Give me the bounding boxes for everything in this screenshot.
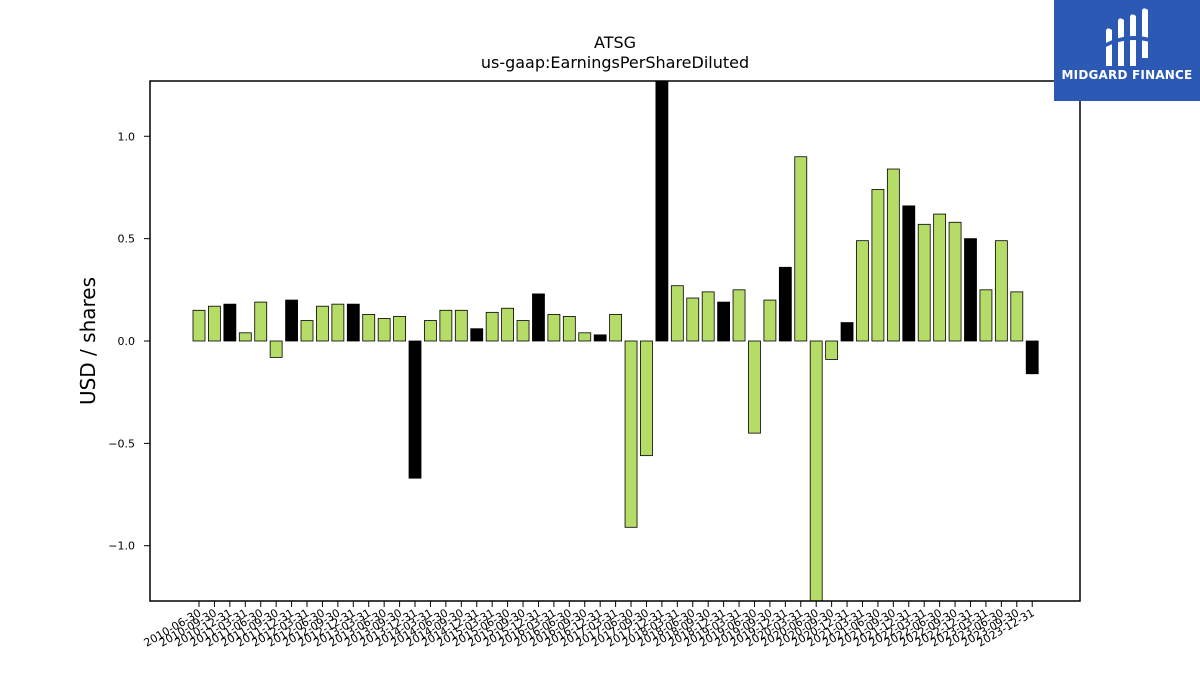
bar-2011-03-31 bbox=[238, 332, 252, 342]
bar-2020-12-31 bbox=[840, 322, 854, 342]
y-tick-label: −0.5 bbox=[108, 437, 135, 450]
bar-2011-06-30 bbox=[254, 301, 268, 342]
logo-text: MIDGARD FINANCE bbox=[1061, 68, 1193, 82]
bar-2019-12-31 bbox=[778, 266, 792, 342]
midgard-finance-logo: MIDGARD FINANCE bbox=[1054, 0, 1200, 101]
bar-2015-09-30 bbox=[516, 320, 530, 342]
bar-2023-12-31 bbox=[1025, 340, 1039, 375]
bar-2013-06-30 bbox=[377, 318, 391, 342]
x-axis: 2010-06-302010-09-302010-12-312011-03-31… bbox=[142, 601, 1037, 650]
bar-2013-12-31 bbox=[408, 340, 422, 479]
bar-2018-06-30 bbox=[686, 297, 700, 342]
bar-2010-09-30 bbox=[208, 305, 221, 342]
bar-2016-03-31 bbox=[547, 313, 561, 342]
y-axis: −1.0 −0.5 0.0 0.5 1.0 bbox=[108, 130, 150, 553]
bar-2014-03-31 bbox=[424, 320, 437, 342]
bar-2015-03-31 bbox=[485, 311, 499, 342]
bar-2018-09-30 bbox=[701, 291, 715, 342]
bar-2017-12-31 bbox=[655, 80, 669, 342]
bar-2011-12-31 bbox=[285, 299, 298, 342]
bar-2016-12-31 bbox=[593, 334, 607, 342]
bar-2023-09-30 bbox=[1010, 291, 1024, 342]
bar-2022-03-31 bbox=[917, 223, 931, 342]
bar-2021-12-31 bbox=[902, 205, 916, 342]
bar-2013-09-30 bbox=[393, 316, 406, 342]
bar-2015-06-30 bbox=[501, 307, 515, 342]
bar-2014-06-30 bbox=[439, 309, 453, 342]
midgard-logo-icon bbox=[1104, 8, 1150, 66]
bars-group bbox=[192, 80, 1039, 602]
y-axis-label: USD / shares bbox=[76, 277, 100, 405]
bar-2016-09-30 bbox=[578, 332, 592, 342]
bar-2015-12-31 bbox=[532, 293, 545, 342]
bar-2021-03-31 bbox=[856, 240, 869, 342]
bar-2012-12-31 bbox=[346, 303, 360, 342]
bar-2019-03-31 bbox=[732, 289, 746, 342]
bar-2012-09-30 bbox=[331, 303, 345, 342]
bar-2021-06-30 bbox=[871, 189, 885, 342]
bar-2011-09-30 bbox=[269, 340, 283, 358]
bar-2010-06-30 bbox=[192, 309, 206, 342]
bar-2017-09-30 bbox=[640, 340, 653, 457]
bar-2010-12-31 bbox=[223, 303, 237, 342]
y-tick-label: 1.0 bbox=[118, 130, 136, 143]
bar-2021-09-30 bbox=[886, 168, 900, 342]
bar-2020-03-31 bbox=[794, 156, 808, 342]
bar-2012-03-31 bbox=[300, 320, 314, 342]
bar-2022-06-30 bbox=[933, 213, 947, 342]
bar-2020-06-30 bbox=[809, 340, 823, 602]
y-tick-label: 0.0 bbox=[118, 335, 136, 348]
bar-2018-03-31 bbox=[670, 285, 684, 342]
bar-2012-06-30 bbox=[316, 305, 329, 342]
chart-subtitle: us-gaap:EarningsPerShareDiluted bbox=[481, 53, 749, 72]
bar-2013-03-31 bbox=[362, 313, 376, 342]
plot-frame bbox=[149, 80, 1081, 602]
bar-2016-06-30 bbox=[562, 316, 576, 342]
bar-2019-09-30 bbox=[763, 299, 777, 342]
bar-2020-09-30 bbox=[825, 340, 839, 360]
bar-2022-09-30 bbox=[948, 221, 962, 342]
bar-2023-03-31 bbox=[979, 289, 993, 342]
bar-2014-09-30 bbox=[454, 309, 468, 342]
bar-2023-06-30 bbox=[994, 240, 1008, 342]
y-tick-label: 0.5 bbox=[118, 233, 136, 246]
bar-2022-12-31 bbox=[964, 238, 977, 342]
bar-2017-03-31 bbox=[609, 313, 623, 342]
bar-2019-06-30 bbox=[748, 340, 761, 434]
y-tick-label: −1.0 bbox=[108, 540, 135, 553]
bar-2017-06-30 bbox=[624, 340, 638, 528]
chart-title: ATSG bbox=[594, 33, 636, 52]
bar-2018-12-31 bbox=[717, 301, 731, 342]
bar-2014-12-31 bbox=[470, 328, 484, 342]
